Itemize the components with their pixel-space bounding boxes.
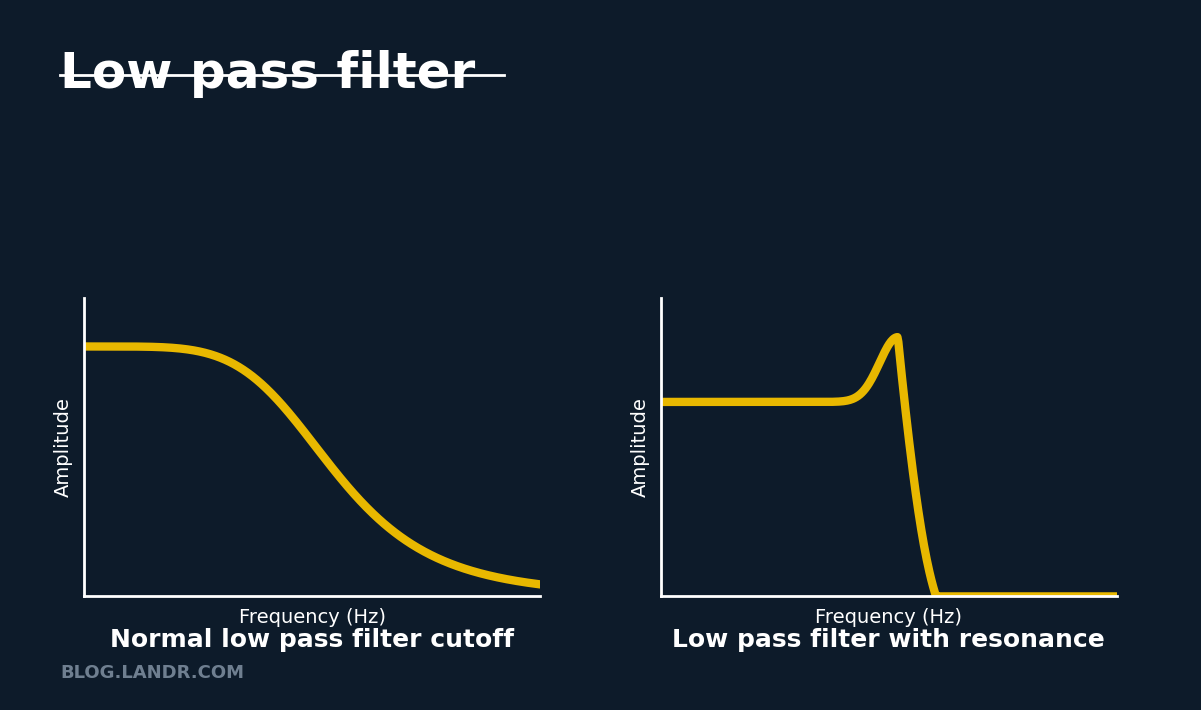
Text: BLOG.LANDR.COM: BLOG.LANDR.COM — [60, 664, 244, 682]
Text: Low pass filter with resonance: Low pass filter with resonance — [673, 628, 1105, 652]
X-axis label: Frequency (Hz): Frequency (Hz) — [815, 608, 962, 626]
Text: Low pass filter: Low pass filter — [60, 50, 476, 98]
Text: Normal low pass filter cutoff: Normal low pass filter cutoff — [110, 628, 514, 652]
Y-axis label: Amplitude: Amplitude — [631, 398, 650, 497]
Y-axis label: Amplitude: Amplitude — [54, 398, 73, 497]
X-axis label: Frequency (Hz): Frequency (Hz) — [239, 608, 386, 626]
